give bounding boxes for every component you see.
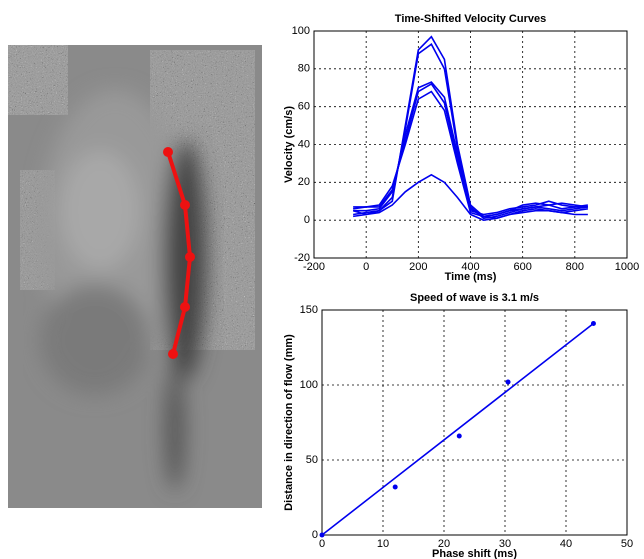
y-tick-label: -20	[294, 252, 310, 264]
data-point	[392, 484, 398, 490]
x-tick-label: 800	[566, 261, 584, 273]
x-tick-label: 200	[409, 261, 427, 273]
x-axis-label: Time (ms)	[445, 271, 497, 283]
x-tick-label: 1000	[615, 261, 639, 273]
velocity-curve	[353, 90, 588, 218]
chart-title: Time-Shifted Velocity Curves	[395, 13, 546, 25]
x-tick-label: 0	[319, 538, 325, 550]
x-tick-label: 20	[438, 538, 450, 550]
y-tick-label: 0	[312, 529, 318, 541]
x-tick-label: -200	[303, 261, 325, 273]
y-axis-label: Velocity (cm/s)	[283, 106, 295, 183]
x-tick-label: 10	[377, 538, 389, 550]
chart-title: Speed of wave is 3.1 m/s	[410, 292, 539, 304]
x-axis-label: Phase shift (ms)	[432, 548, 517, 559]
y-tick-label: 50	[306, 454, 318, 466]
x-tick-label: 50	[621, 538, 633, 550]
y-axis-label: Distance in direction of flow (mm)	[283, 334, 295, 511]
fit-line	[321, 322, 594, 536]
y-tick-label: 20	[298, 176, 310, 188]
y-tick-label: 100	[292, 25, 310, 37]
y-tick-label: 60	[298, 101, 310, 113]
x-tick-label: 0	[363, 261, 369, 273]
data-point	[505, 379, 511, 385]
velocity-curve	[352, 173, 588, 221]
plot-area	[321, 309, 628, 536]
y-tick-label: 0	[304, 214, 310, 226]
y-tick-label: 150	[300, 304, 318, 316]
data-point	[456, 433, 462, 439]
x-tick-label: 600	[513, 261, 531, 273]
x-tick-label: 400	[461, 261, 479, 273]
y-tick-label: 80	[298, 63, 310, 75]
x-tick-label: 30	[499, 538, 511, 550]
x-tick-label: 40	[560, 538, 572, 550]
y-tick-label: 100	[300, 379, 318, 391]
mri-image	[8, 45, 262, 508]
y-tick-label: 40	[298, 138, 310, 150]
